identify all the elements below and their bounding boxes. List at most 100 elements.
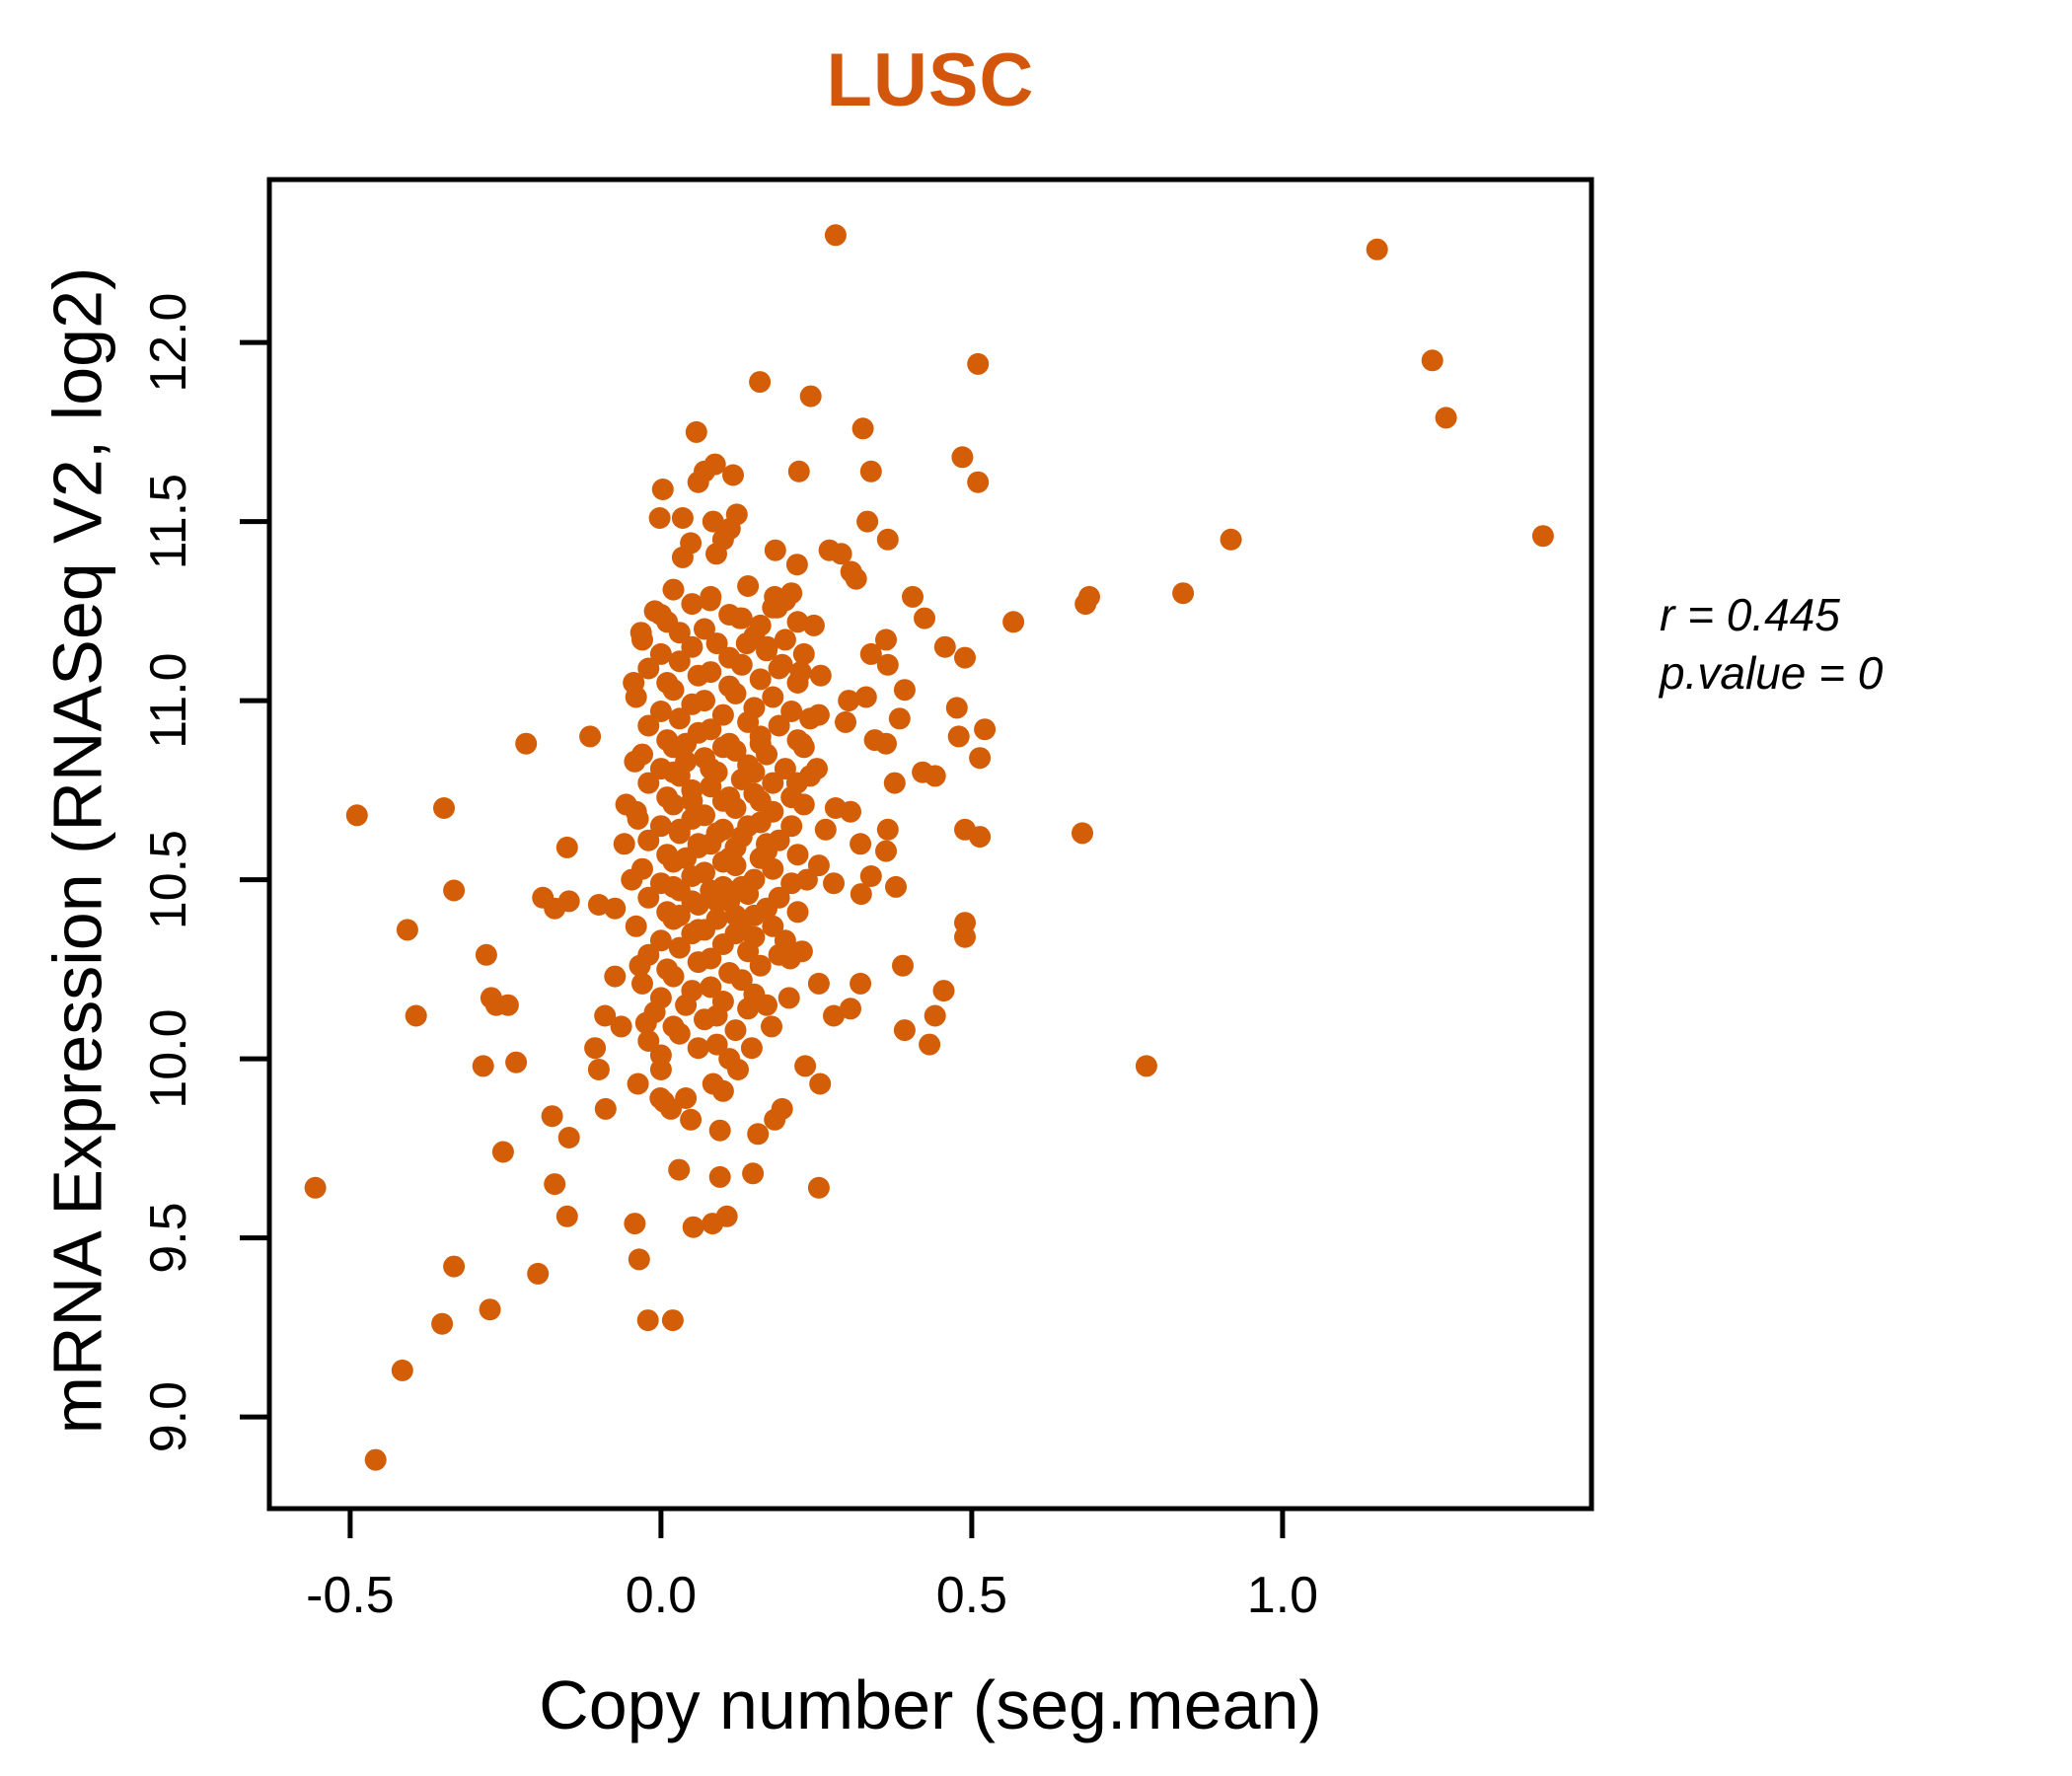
data-point	[974, 718, 997, 741]
data-point	[762, 686, 784, 708]
data-point	[613, 833, 635, 855]
data-point	[764, 539, 786, 561]
data-point	[742, 1162, 765, 1185]
data-point	[1220, 528, 1242, 551]
data-point	[631, 743, 653, 766]
data-point	[967, 471, 990, 493]
data-point	[662, 965, 685, 988]
data-point	[1072, 822, 1093, 845]
data-point	[705, 632, 728, 655]
data-point	[814, 818, 837, 841]
data-point	[802, 614, 825, 636]
data-point	[544, 897, 566, 920]
data-point	[875, 732, 897, 755]
y-tick-label: 9.5	[140, 1202, 197, 1273]
data-point	[737, 940, 760, 963]
data-point	[660, 1097, 682, 1120]
data-point	[364, 1448, 387, 1471]
data-point	[700, 879, 722, 902]
data-point	[649, 642, 672, 665]
data-point	[515, 732, 538, 755]
data-point	[876, 653, 899, 676]
data-point	[743, 625, 766, 647]
data-point	[859, 865, 882, 887]
y-tick-label: 11.5	[140, 474, 197, 569]
data-point	[687, 471, 709, 493]
data-point	[705, 1033, 728, 1056]
data-point	[628, 1248, 650, 1271]
data-point	[631, 972, 653, 995]
data-point	[730, 969, 753, 992]
x-axis-title: Copy number (seg.mean)	[539, 1666, 1322, 1743]
data-point	[708, 1119, 731, 1142]
data-point	[700, 776, 722, 798]
data-point	[762, 772, 784, 794]
x-tick-label: -0.5	[306, 1567, 395, 1624]
data-point	[681, 865, 703, 887]
p-value: p.value = 0	[1660, 646, 1884, 699]
data-point	[544, 1173, 566, 1196]
data-point	[643, 1000, 666, 1023]
data-point	[651, 479, 674, 500]
data-point	[885, 875, 907, 898]
data-point	[527, 1262, 550, 1285]
data-point	[792, 642, 815, 665]
data-point	[649, 815, 672, 838]
data-point	[947, 725, 970, 748]
data-point	[807, 854, 830, 877]
data-point	[902, 585, 924, 608]
data-point	[1435, 407, 1457, 429]
data-point	[668, 936, 691, 959]
data-point	[743, 904, 766, 926]
data-point	[405, 1004, 427, 1027]
data-point	[924, 1004, 946, 1027]
data-point	[749, 732, 772, 755]
data-point	[1002, 611, 1025, 633]
data-point	[724, 836, 747, 858]
data-point	[662, 793, 685, 816]
data-point	[443, 879, 466, 902]
y-tick-label: 9.0	[140, 1381, 197, 1452]
data-point	[555, 836, 578, 858]
data-point	[724, 682, 747, 704]
data-point	[850, 972, 872, 995]
data-point	[1421, 349, 1443, 372]
data-point	[764, 1108, 786, 1131]
data-point	[737, 710, 760, 733]
y-tick-label: 12.0	[140, 293, 197, 393]
data-point	[718, 1048, 741, 1071]
data-point	[807, 972, 830, 995]
data-point	[668, 904, 691, 926]
y-tick-label: 10.5	[140, 830, 197, 929]
data-point	[768, 943, 790, 966]
data-point	[743, 761, 766, 783]
data-point	[787, 460, 810, 482]
data-point	[756, 833, 777, 855]
data-point	[662, 761, 685, 783]
data-point	[687, 833, 709, 855]
data-point	[472, 1055, 494, 1077]
data-point	[859, 460, 882, 482]
data-point	[604, 897, 627, 920]
data-point	[479, 1298, 501, 1321]
data-point	[792, 793, 815, 816]
chart-title: LUSC	[826, 38, 1035, 122]
data-point	[835, 710, 856, 733]
data-point	[790, 940, 813, 963]
data-point	[851, 417, 874, 440]
data-point	[850, 833, 872, 855]
data-point	[711, 1079, 734, 1102]
data-point	[799, 707, 822, 730]
data-point	[1135, 1055, 1157, 1077]
data-point	[945, 697, 968, 719]
data-point	[649, 929, 672, 952]
data-point	[675, 994, 698, 1016]
data-point	[850, 883, 872, 906]
data-point	[749, 668, 772, 691]
data-point	[711, 703, 734, 726]
data-point	[671, 507, 694, 529]
data-point	[680, 1108, 703, 1131]
data-point	[876, 528, 899, 551]
data-point	[705, 822, 728, 845]
